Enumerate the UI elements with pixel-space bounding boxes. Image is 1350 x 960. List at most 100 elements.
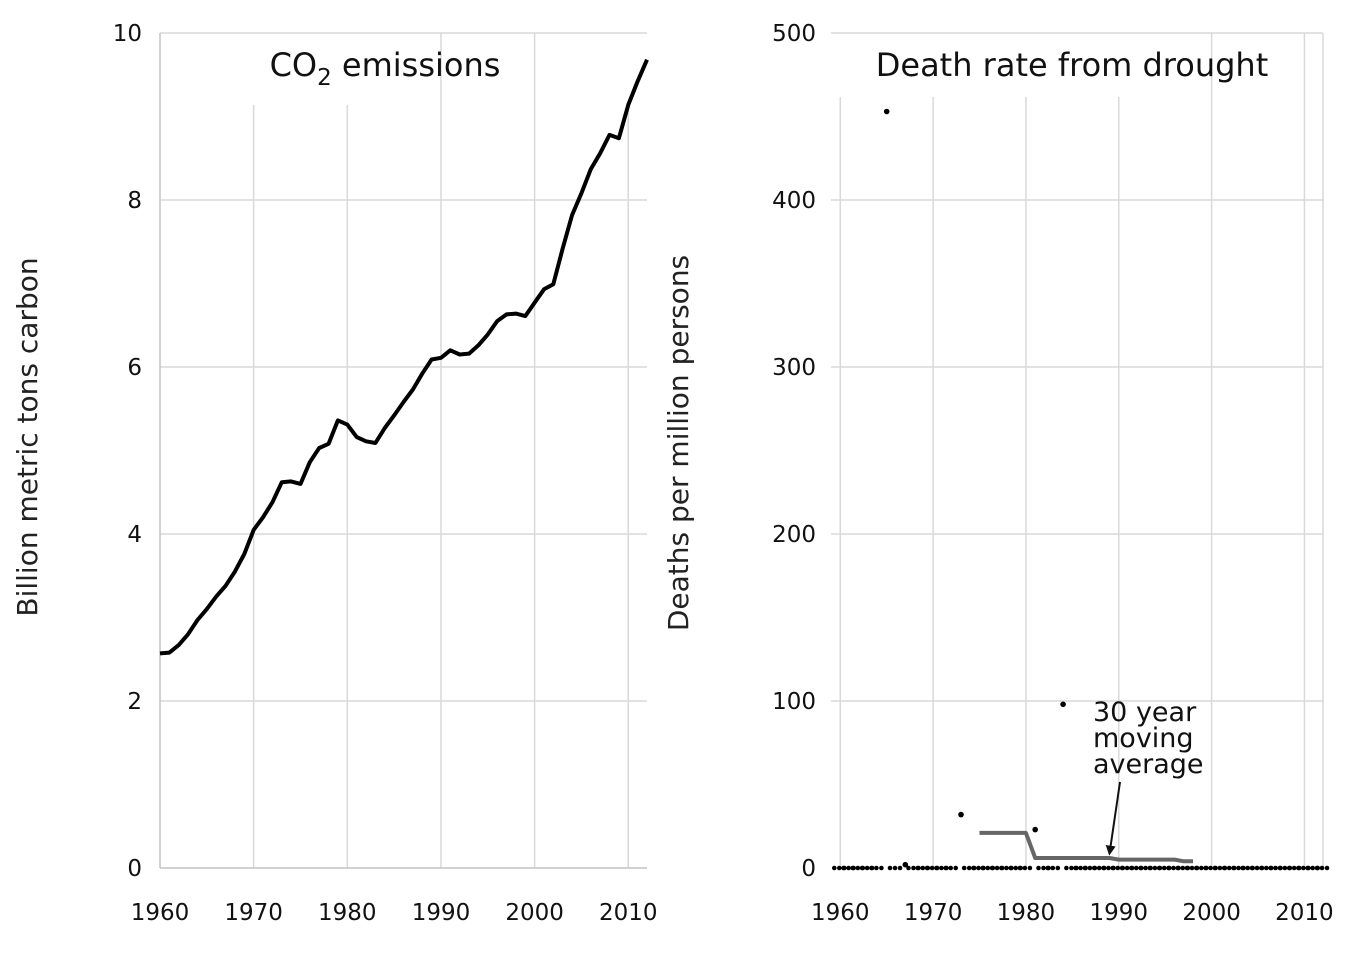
drought-data-point — [958, 811, 964, 818]
drought-data-point — [1087, 865, 1093, 871]
drought-data-point — [883, 108, 890, 115]
drought-data-point — [1129, 865, 1134, 871]
drought-data-point — [966, 865, 972, 871]
drought-y-axis-label: Deaths per million persons — [662, 255, 695, 631]
drought-data-point — [934, 865, 939, 871]
drought-x-tick-label: 1980 — [997, 900, 1056, 926]
co2-y-tick-label: 4 — [127, 522, 142, 548]
drought-data-point — [1282, 865, 1288, 871]
drought-grid — [831, 32, 1324, 868]
co2-y-tick-label: 10 — [113, 21, 142, 47]
drought-data-point — [1082, 865, 1088, 871]
drought-data-point — [1273, 865, 1278, 871]
drought-data-point — [1064, 865, 1069, 871]
drought-chart-title: Death rate from drought — [876, 46, 1269, 84]
drought-data-point — [869, 865, 874, 871]
drought-data-point — [1017, 865, 1023, 871]
drought-data-point — [841, 865, 846, 871]
drought-data-point — [1249, 865, 1255, 871]
drought-data-point — [1013, 865, 1018, 871]
drought-x-tick-label: 1960 — [811, 900, 870, 926]
drought-data-point — [902, 861, 909, 868]
co2-x-tick-labels: 1960 1970 1980 1990 2000 2010 — [131, 900, 658, 926]
drought-data-point — [859, 865, 865, 871]
drought-y-tick-label: 0 — [801, 856, 816, 882]
drought-data-point — [1022, 865, 1028, 871]
drought-data-point — [1236, 865, 1241, 871]
drought-data-point — [924, 865, 930, 871]
drought-data-point — [1231, 865, 1236, 871]
drought-data-point — [906, 865, 911, 871]
drought-data-point — [1078, 865, 1083, 871]
drought-data-point — [887, 865, 893, 871]
drought-data-point — [879, 865, 884, 871]
drought-data-point — [1310, 865, 1315, 871]
drought-x-tick-label: 2000 — [1182, 900, 1241, 926]
co2-y-axis-label: Billion metric tons carbon — [11, 257, 44, 616]
drought-y-tick-label: 300 — [772, 355, 816, 381]
co2-emissions-chart: 1960 1970 1980 1990 2000 2010 0 2 4 6 8 10 CO2 emi… — [11, 21, 658, 926]
drought-data-point — [911, 865, 916, 871]
drought-data-point — [1245, 865, 1250, 871]
co2-y-tick-label: 2 — [127, 689, 142, 715]
drought-data-point — [1143, 865, 1148, 871]
drought-data-point — [1324, 865, 1330, 871]
drought-data-point — [1268, 865, 1273, 871]
co2-grid — [159, 32, 647, 869]
drought-data-point — [1189, 865, 1195, 871]
drought-data-point — [1166, 865, 1171, 871]
drought-data-point — [1291, 865, 1297, 871]
drought-data-point — [846, 865, 851, 871]
drought-data-point — [850, 865, 856, 871]
drought-data-point — [961, 865, 967, 871]
drought-data-point — [976, 865, 981, 871]
drought-data-point — [1259, 865, 1264, 871]
drought-data-point — [1060, 701, 1066, 708]
co2-x-tick-label: 1990 — [412, 900, 471, 926]
drought-data-point — [953, 865, 958, 871]
drought-death-rate-chart: 1960 1970 1980 1990 2000 2010 0 100 200 300 400 50… — [662, 21, 1334, 926]
drought-data-point — [1264, 865, 1269, 871]
drought-data-point — [1008, 865, 1013, 871]
drought-data-point — [837, 865, 842, 871]
drought-data-point — [892, 865, 898, 871]
co2-x-tick-label: 1970 — [224, 900, 283, 926]
drought-data-point — [1199, 865, 1204, 871]
drought-data-point — [999, 865, 1004, 871]
drought-x-tick-label: 2010 — [1275, 900, 1334, 926]
co2-x-tick-label: 1960 — [131, 900, 190, 926]
drought-data-point — [980, 865, 986, 871]
drought-data-point — [1240, 865, 1245, 871]
moving-average-annotation-line-1: 30 year — [1093, 697, 1197, 728]
drought-data-point — [1032, 826, 1038, 833]
drought-data-point — [1110, 865, 1116, 871]
drought-x-tick-labels: 1960 1970 1980 1990 2000 2010 — [811, 900, 1334, 926]
drought-data-point — [1305, 865, 1310, 871]
co2-y-tick-label: 0 — [127, 856, 142, 882]
drought-data-point — [1036, 865, 1041, 871]
drought-y-tick-label: 400 — [772, 188, 816, 214]
drought-data-point — [1045, 865, 1051, 871]
drought-data-points — [832, 108, 1330, 871]
drought-data-point — [832, 865, 837, 871]
drought-data-point — [1069, 865, 1074, 871]
drought-data-point — [985, 865, 991, 871]
drought-data-point — [1115, 865, 1121, 871]
drought-data-point — [1096, 865, 1102, 871]
drought-data-point — [1314, 865, 1320, 871]
drought-data-point — [1055, 865, 1061, 871]
drought-data-point — [1161, 865, 1167, 871]
co2-chart-title: CO2 emissions — [270, 46, 501, 91]
drought-data-point — [1286, 865, 1292, 871]
drought-data-point — [1171, 865, 1176, 871]
co2-y-tick-labels: 0 2 4 6 8 10 — [113, 21, 142, 882]
co2-emissions-line — [159, 58, 649, 656]
drought-data-point — [1004, 865, 1009, 871]
drought-y-tick-label: 200 — [772, 522, 816, 548]
drought-data-point — [1134, 865, 1139, 871]
drought-data-point — [1119, 865, 1125, 871]
drought-data-point — [1301, 865, 1306, 871]
drought-data-point — [989, 865, 995, 871]
